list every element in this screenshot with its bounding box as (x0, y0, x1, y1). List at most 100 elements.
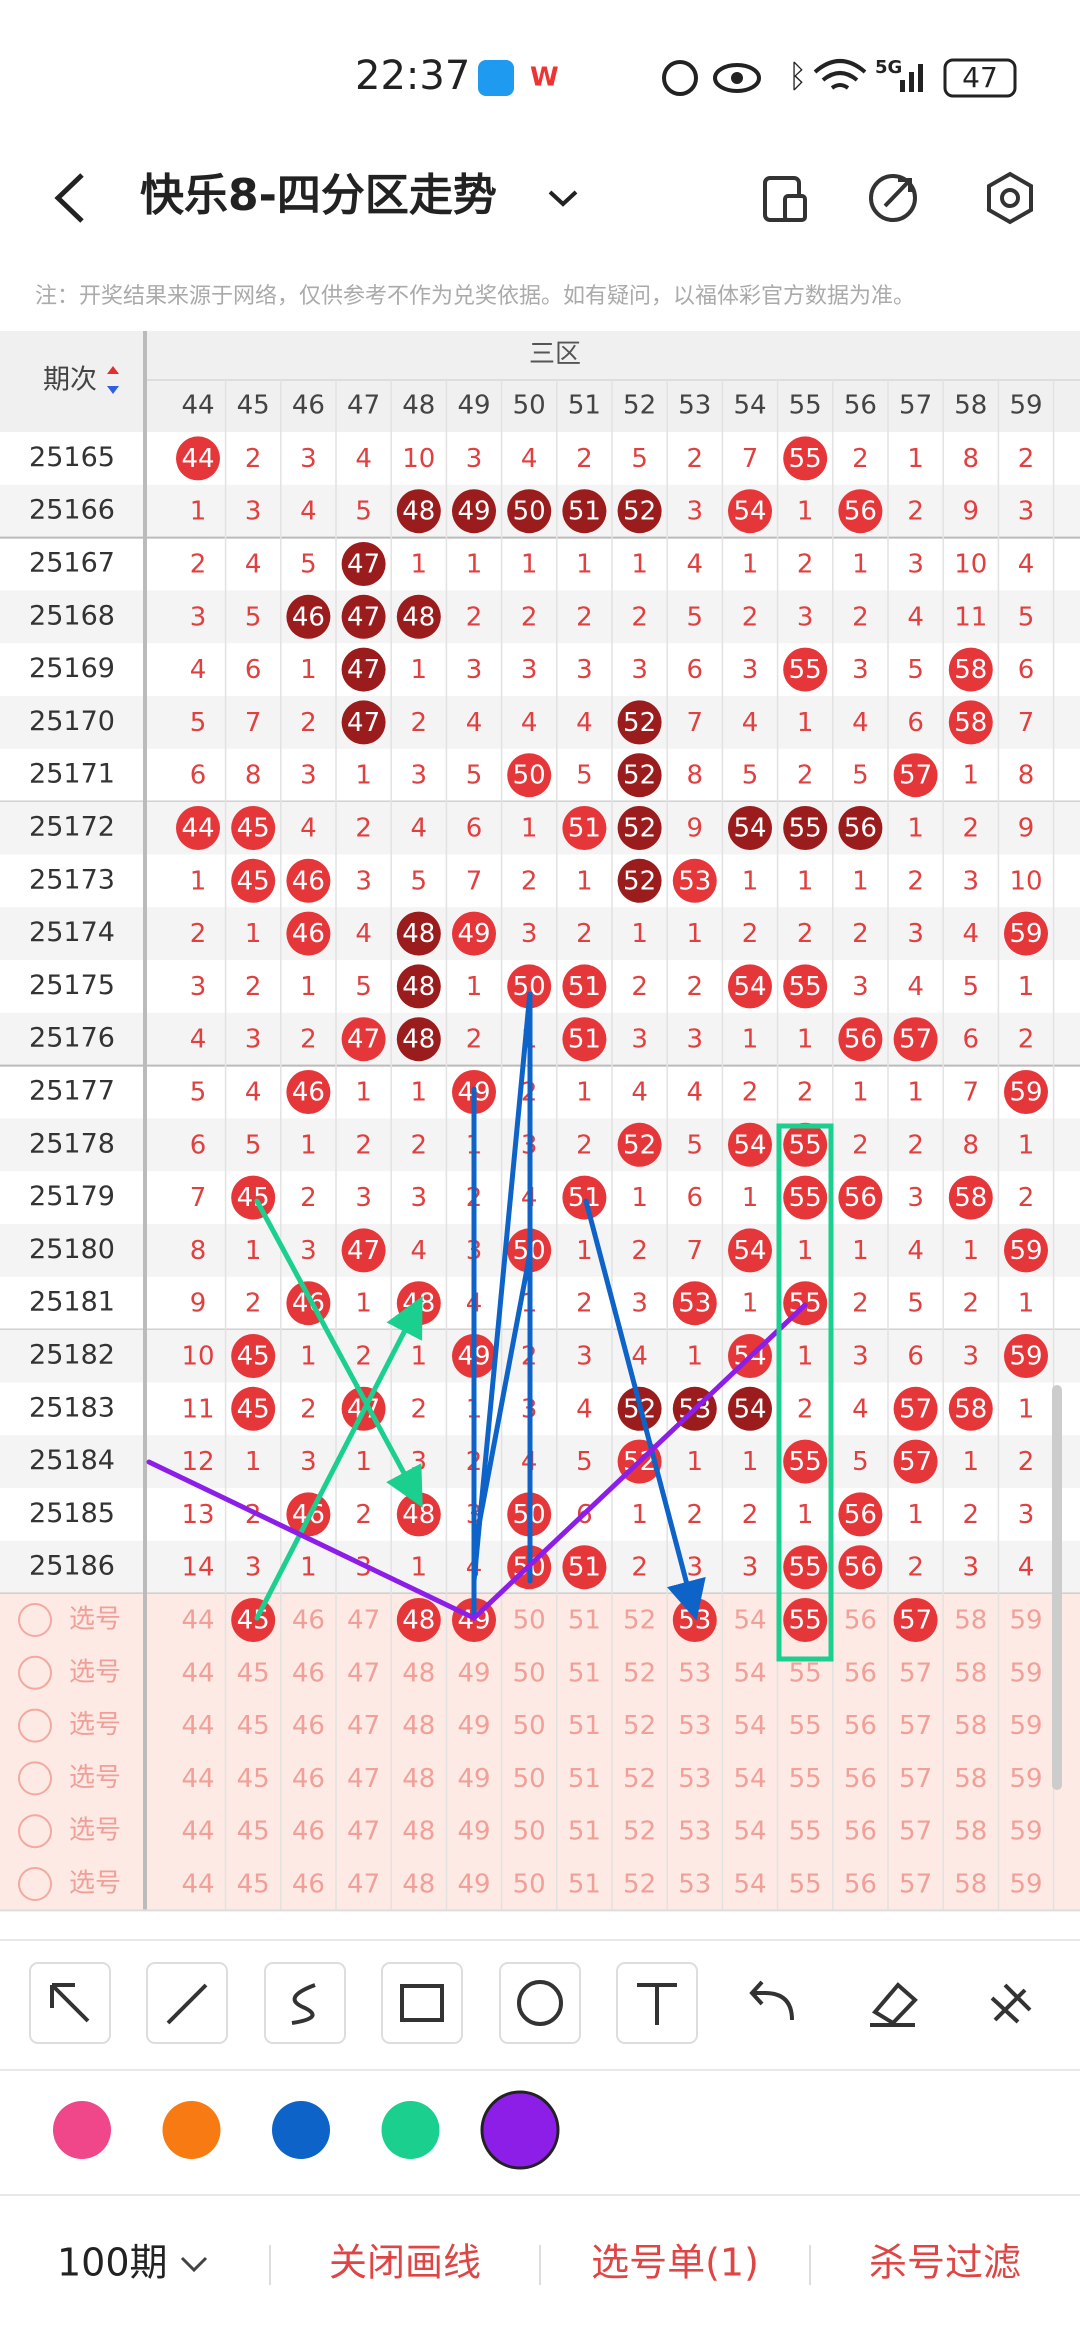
color-swatch[interactable] (381, 2101, 440, 2159)
select-number[interactable]: 51 (568, 1711, 601, 1741)
select-number[interactable]: 53 (678, 1870, 711, 1900)
select-number[interactable]: 52 (623, 1870, 656, 1900)
curve-tool[interactable] (264, 1962, 346, 2044)
select-radio[interactable] (18, 1655, 52, 1690)
select-number[interactable]: 55 (789, 1711, 822, 1741)
select-number[interactable]: 58 (954, 1658, 987, 1688)
share-button[interactable] (869, 174, 917, 222)
select-number[interactable]: 53 (678, 1658, 711, 1688)
select-number[interactable]: 56 (844, 1817, 877, 1847)
select-number[interactable]: 48 (402, 1764, 435, 1794)
eraser-button[interactable] (870, 1982, 918, 2027)
select-number[interactable]: 45 (237, 1606, 270, 1636)
close-lines-button[interactable]: 关闭画线 (329, 2241, 481, 2285)
select-number[interactable]: 46 (292, 1658, 325, 1688)
color-swatch[interactable] (162, 2101, 221, 2159)
filter-button[interactable]: 杀号过滤 (869, 2241, 1021, 2285)
select-number[interactable]: 44 (181, 1658, 214, 1688)
select-number[interactable]: 57 (899, 1764, 932, 1794)
select-number[interactable]: 45 (237, 1817, 270, 1847)
select-number[interactable]: 44 (181, 1817, 214, 1847)
select-number[interactable]: 54 (733, 1606, 766, 1636)
select-number[interactable]: 55 (789, 1658, 822, 1688)
select-number[interactable]: 45 (237, 1870, 270, 1900)
select-number[interactable]: 59 (1009, 1658, 1042, 1688)
select-number[interactable]: 52 (623, 1658, 656, 1688)
select-number[interactable]: 46 (292, 1606, 325, 1636)
select-number[interactable]: 50 (513, 1870, 546, 1900)
select-label[interactable]: 选号 (69, 1710, 121, 1740)
select-number[interactable]: 45 (237, 1764, 270, 1794)
select-label[interactable]: 选号 (69, 1605, 121, 1635)
select-number[interactable]: 50 (513, 1606, 546, 1636)
select-number[interactable]: 56 (844, 1658, 877, 1688)
select-radio[interactable] (18, 1867, 52, 1901)
picked-ball[interactable] (783, 1598, 828, 1642)
select-number[interactable]: 56 (844, 1764, 877, 1794)
select-number[interactable]: 58 (954, 1764, 987, 1794)
select-number[interactable]: 45 (237, 1658, 270, 1688)
select-number[interactable]: 47 (347, 1658, 380, 1688)
picked-ball[interactable] (396, 1598, 441, 1642)
select-number[interactable]: 52 (623, 1711, 656, 1741)
select-number[interactable]: 56 (844, 1870, 877, 1900)
select-number[interactable]: 54 (733, 1870, 766, 1900)
select-radio[interactable] (18, 1603, 52, 1637)
select-number[interactable]: 57 (899, 1870, 932, 1900)
select-number[interactable]: 47 (347, 1764, 380, 1794)
select-number[interactable]: 58 (954, 1711, 987, 1741)
select-number[interactable]: 48 (402, 1606, 435, 1636)
select-number[interactable]: 50 (513, 1711, 546, 1741)
ticket-button[interactable]: 选号单(1) (591, 2241, 759, 2285)
title-dropdown[interactable] (548, 190, 578, 207)
select-number[interactable]: 49 (457, 1870, 490, 1900)
select-number[interactable]: 44 (181, 1764, 214, 1794)
select-number[interactable]: 57 (899, 1606, 932, 1636)
select-number[interactable]: 47 (347, 1870, 380, 1900)
color-swatch[interactable] (272, 2101, 330, 2159)
select-number[interactable]: 57 (899, 1817, 932, 1847)
period-select[interactable]: 100期 (57, 2241, 168, 2285)
select-number[interactable]: 55 (789, 1817, 822, 1847)
rect-tool[interactable] (381, 1962, 463, 2044)
select-number[interactable]: 59 (1009, 1606, 1042, 1636)
select-number[interactable]: 54 (733, 1817, 766, 1847)
select-number[interactable]: 51 (568, 1658, 601, 1688)
select-number[interactable]: 57 (899, 1658, 932, 1688)
select-number[interactable]: 59 (1009, 1711, 1042, 1741)
arrow-tool[interactable] (29, 1962, 111, 2044)
select-number[interactable]: 59 (1009, 1817, 1042, 1847)
select-radio[interactable] (18, 1761, 52, 1796)
select-number[interactable]: 49 (457, 1711, 490, 1741)
color-swatch[interactable] (53, 2101, 111, 2159)
select-number[interactable]: 51 (568, 1870, 601, 1900)
select-number[interactable]: 55 (789, 1764, 822, 1794)
select-number[interactable]: 52 (623, 1764, 656, 1794)
select-label[interactable]: 选号 (69, 1763, 121, 1793)
select-number[interactable]: 51 (568, 1817, 601, 1847)
select-number[interactable]: 56 (844, 1711, 877, 1741)
select-number[interactable]: 58 (954, 1870, 987, 1900)
select-number[interactable]: 47 (347, 1817, 380, 1847)
select-label[interactable]: 选号 (69, 1869, 121, 1899)
select-number[interactable]: 51 (568, 1606, 601, 1636)
select-number[interactable]: 47 (347, 1711, 380, 1741)
select-number[interactable]: 46 (292, 1711, 325, 1741)
select-number[interactable]: 58 (954, 1817, 987, 1847)
select-number[interactable]: 44 (181, 1711, 214, 1741)
select-number[interactable]: 47 (347, 1606, 380, 1636)
select-number[interactable]: 53 (678, 1764, 711, 1794)
select-number[interactable]: 49 (457, 1764, 490, 1794)
select-number[interactable]: 44 (181, 1606, 214, 1636)
line-tool[interactable] (146, 1962, 228, 2044)
period-header[interactable]: 期次 (43, 365, 97, 396)
select-number[interactable]: 51 (568, 1764, 601, 1794)
select-number[interactable]: 45 (237, 1711, 270, 1741)
select-radio[interactable] (18, 1708, 52, 1743)
select-number[interactable]: 49 (457, 1817, 490, 1847)
select-number[interactable]: 50 (513, 1817, 546, 1847)
select-number[interactable]: 53 (678, 1711, 711, 1741)
select-number[interactable]: 58 (954, 1606, 987, 1636)
select-radio[interactable] (18, 1814, 52, 1849)
select-number[interactable]: 52 (623, 1606, 656, 1636)
